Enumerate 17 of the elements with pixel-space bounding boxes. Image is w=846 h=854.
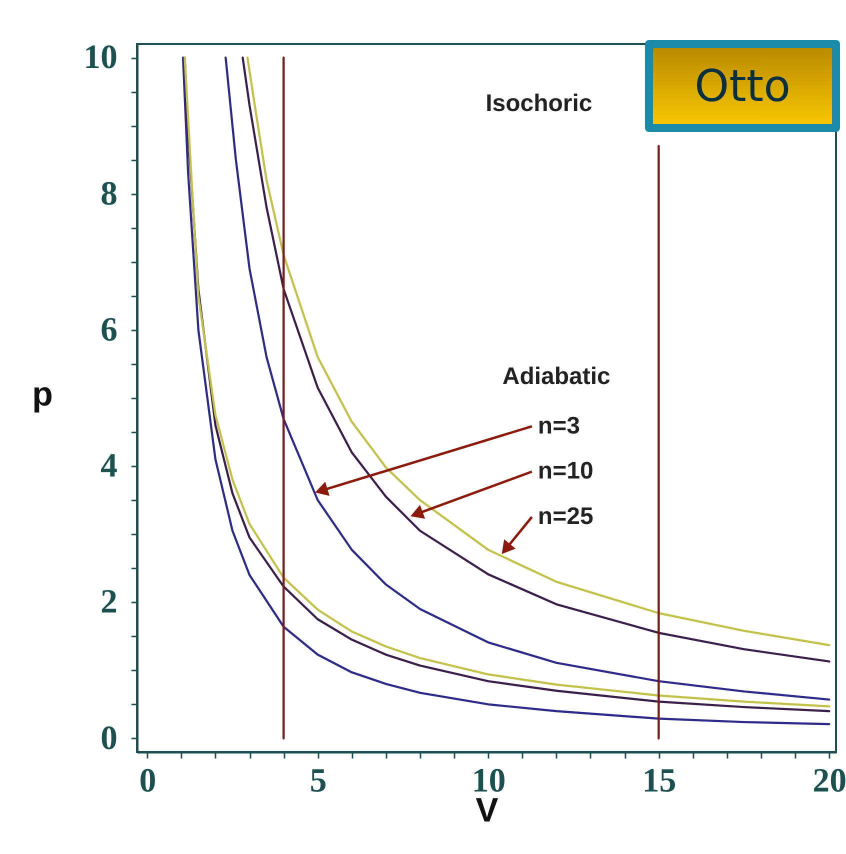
y-tick-label: 6: [100, 311, 118, 348]
annotation: Adiabatic: [502, 362, 610, 390]
chart-title: Otto: [645, 40, 840, 132]
y-tick-label: 2: [100, 584, 118, 621]
y-tick-label: 8: [100, 175, 118, 212]
x-tick-label: 0: [139, 762, 156, 800]
y-tick-label: 0: [100, 720, 118, 757]
y-tick-label: 4: [100, 448, 118, 485]
annotation: n=3: [538, 412, 580, 440]
y-tick-label: 10: [84, 39, 118, 76]
x-tick-label: 20: [812, 762, 846, 800]
annotation: n=25: [538, 502, 594, 530]
y-axis-title: p: [32, 376, 53, 414]
annotation: n=10: [538, 458, 594, 485]
x-tick-label: 15: [642, 762, 676, 800]
annotation: Isochoric: [486, 90, 592, 118]
x-tick-label: 5: [310, 762, 327, 800]
